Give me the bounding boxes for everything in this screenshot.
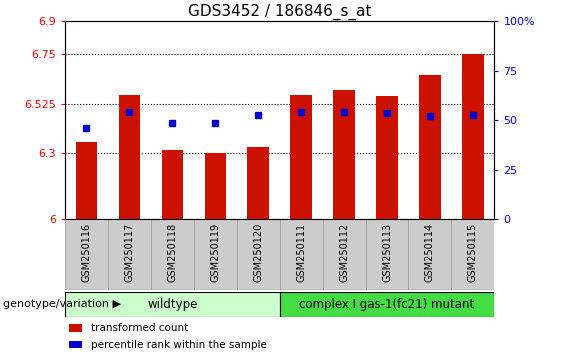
Text: GSM250112: GSM250112	[339, 223, 349, 282]
Text: genotype/variation ▶: genotype/variation ▶	[3, 299, 121, 309]
Bar	[237, 219, 280, 290]
Bar	[290, 95, 312, 219]
Bar	[108, 219, 151, 290]
Bar	[151, 219, 194, 290]
Text: wildtype: wildtype	[147, 298, 198, 311]
Bar	[280, 292, 494, 317]
Bar	[162, 150, 183, 219]
Text: GSM250113: GSM250113	[382, 223, 392, 282]
Text: GSM250118: GSM250118	[167, 223, 177, 282]
Bar	[69, 341, 82, 348]
Text: GSM250114: GSM250114	[425, 223, 435, 282]
Bar	[323, 219, 366, 290]
Bar	[119, 95, 140, 219]
Bar	[65, 219, 108, 290]
Bar	[419, 75, 441, 219]
Bar	[205, 153, 226, 219]
Text: GSM250115: GSM250115	[468, 223, 478, 282]
Text: GSM250119: GSM250119	[210, 223, 220, 282]
Text: GSM250111: GSM250111	[296, 223, 306, 282]
Bar	[451, 219, 494, 290]
Text: GSM250116: GSM250116	[81, 223, 92, 282]
Bar	[280, 219, 323, 290]
Text: transformed count: transformed count	[91, 323, 188, 333]
Bar	[408, 219, 451, 290]
Bar	[194, 219, 237, 290]
Bar	[376, 96, 398, 219]
Bar	[69, 324, 82, 332]
Text: percentile rank within the sample: percentile rank within the sample	[91, 340, 267, 350]
Bar	[76, 142, 97, 219]
Bar	[65, 292, 280, 317]
Bar	[366, 219, 408, 290]
Title: GDS3452 / 186846_s_at: GDS3452 / 186846_s_at	[188, 4, 371, 20]
Bar	[462, 54, 484, 219]
Text: GSM250117: GSM250117	[124, 223, 134, 282]
Bar	[247, 147, 269, 219]
Text: GSM250120: GSM250120	[253, 223, 263, 282]
Text: complex I gas-1(fc21) mutant: complex I gas-1(fc21) mutant	[299, 298, 475, 311]
Bar	[333, 90, 355, 219]
